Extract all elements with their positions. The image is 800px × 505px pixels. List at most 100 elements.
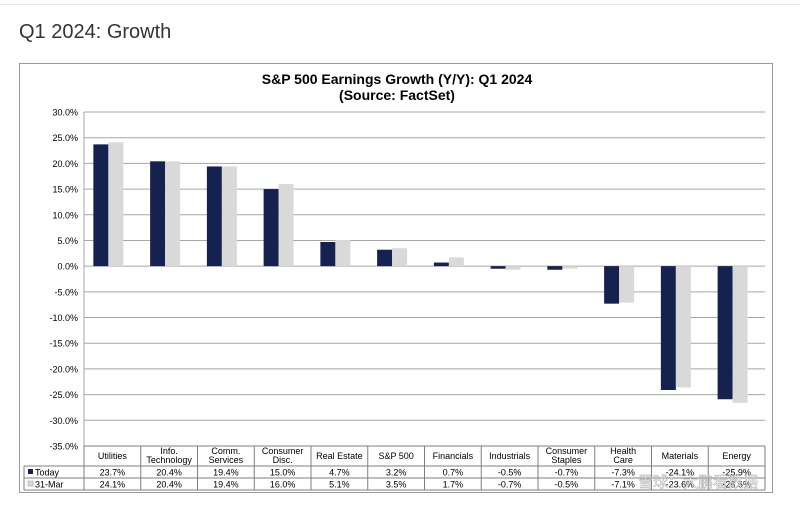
category-label: Materials: [662, 451, 699, 461]
category-label-line: Financials: [433, 451, 474, 461]
category-label-line: S&P 500: [378, 451, 413, 461]
category-label-line: Real Estate: [316, 451, 363, 461]
y-tick-label: -30.0%: [49, 416, 78, 426]
category-label-line: Info.: [160, 446, 178, 456]
category-label-line: Health: [610, 446, 636, 456]
bar-31-mar: [448, 257, 464, 267]
category-label: Health Care: [610, 446, 636, 465]
top-divider: [0, 4, 800, 5]
category-label-line: Disc.: [273, 455, 293, 465]
y-tick-label: 10.0%: [52, 210, 78, 220]
data-table-value: -0.7%: [555, 468, 579, 478]
y-tick-label: -15.0%: [49, 339, 78, 349]
y-tick-label: -25.0%: [49, 390, 78, 400]
bar-today: [320, 242, 336, 267]
bars: [93, 142, 748, 403]
data-table-value: -25.9%: [722, 468, 751, 478]
bar-today: [206, 166, 222, 267]
watermark-text: 雪球：大鹏看数据: [638, 474, 758, 491]
category-label-line: Energy: [722, 451, 751, 461]
bar-31-mar: [335, 239, 351, 267]
data-table-value: 20.4%: [156, 480, 182, 490]
data-table-value: -0.5%: [555, 480, 579, 490]
category-label-line: Care: [613, 455, 633, 465]
category-label-line: Staples: [551, 455, 582, 465]
data-table-value: 5.1%: [329, 480, 350, 490]
chart-subtitle: (Source: FactSet): [339, 87, 455, 103]
y-tick-label: 5.0%: [57, 236, 78, 246]
bar-today: [660, 266, 676, 390]
y-tick-label: 30.0%: [52, 108, 78, 118]
bar-today: [150, 161, 166, 267]
earnings-growth-chart: S&P 500 Earnings Growth (Y/Y): Q1 2024 (…: [23, 71, 766, 491]
data-table-value: 24.1%: [100, 480, 126, 490]
legend-label: 31-Mar: [35, 480, 64, 490]
bar-31-mar: [505, 266, 521, 270]
data-table-value: -7.1%: [611, 480, 635, 490]
data-table-value: -0.5%: [498, 468, 522, 478]
y-tick-label: -35.0%: [49, 442, 78, 452]
category-label: Industrials: [489, 451, 531, 461]
category-label: Financials: [433, 451, 474, 461]
y-tick-label: -5.0%: [54, 287, 78, 297]
bar-31-mar: [165, 161, 181, 267]
y-axis-ticks: 30.0% 25.0% 20.0% 15.0% 10.0% 5.0% 0.0% -5.0% -1…: [49, 108, 78, 452]
category-label: Energy: [722, 451, 751, 461]
chart-title: S&P 500 Earnings Growth (Y/Y): Q1 2024: [262, 71, 533, 87]
category-label: Consumer Disc.: [262, 446, 304, 465]
bar-today: [547, 266, 563, 270]
data-table-value: 20.4%: [156, 468, 182, 478]
category-label: Utilities: [98, 451, 128, 461]
y-tick-label: 15.0%: [52, 185, 78, 195]
category-label-line: Comm.: [211, 446, 240, 456]
category-label-line: Materials: [662, 451, 699, 461]
bar-today: [717, 266, 733, 400]
legend-swatch: [27, 480, 34, 487]
data-table-value: 3.5%: [386, 480, 407, 490]
data-table-value: 3.2%: [386, 468, 407, 478]
bar-today: [490, 266, 506, 269]
legend-label: Today: [35, 468, 60, 478]
bar-31-mar: [619, 266, 635, 303]
y-tick-label: 25.0%: [52, 133, 78, 143]
bar-31-mar: [675, 266, 691, 388]
category-label-line: Utilities: [98, 451, 128, 461]
data-table-value: 1.7%: [443, 480, 464, 490]
bar-today: [433, 262, 449, 267]
bar-31-mar: [108, 142, 124, 267]
category-label-line: Technology: [146, 455, 192, 465]
bar-today: [604, 266, 620, 304]
category-label-line: Services: [209, 455, 244, 465]
category-label: Info. Technology: [146, 446, 192, 465]
data-table-value: -24.1%: [666, 468, 695, 478]
category-label-line: Industrials: [489, 451, 531, 461]
data-table-value: -0.7%: [498, 480, 522, 490]
category-label-line: Consumer: [262, 446, 304, 456]
page-title: Q1 2024: Growth: [19, 21, 172, 43]
y-tick-label: -20.0%: [49, 364, 78, 374]
category-label: Real Estate: [316, 451, 363, 461]
category-label: Comm. Services: [209, 446, 244, 465]
bar-31-mar: [562, 266, 578, 269]
bar-31-mar: [278, 183, 294, 267]
bar-31-mar: [392, 248, 408, 267]
data-table: Utilities Info. Technology Comm. Services Con…: [23, 445, 766, 491]
data-table-value: -23.6%: [666, 480, 695, 490]
bar-today: [93, 144, 109, 267]
data-table-value: 15.0%: [270, 468, 296, 478]
legend-swatch: [28, 469, 33, 474]
category-label: S&P 500: [378, 451, 413, 461]
bar-31-mar: [221, 166, 237, 267]
y-tick-label: 0.0%: [57, 262, 78, 272]
bar-today: [377, 249, 393, 267]
chart-frame: S&P 500 Earnings Growth (Y/Y): Q1 2024 (…: [19, 63, 773, 493]
data-table-value: -7.3%: [611, 468, 635, 478]
data-table-value: -26.6%: [722, 480, 751, 490]
category-label-line: Consumer: [546, 446, 588, 456]
category-label: Consumer Staples: [546, 446, 588, 465]
y-tick-label: 20.0%: [52, 159, 78, 169]
y-tick-label: -10.0%: [49, 313, 78, 323]
data-table-value: 19.4%: [213, 480, 239, 490]
data-table-value: 19.4%: [213, 468, 239, 478]
data-table-value: 16.0%: [270, 480, 296, 490]
